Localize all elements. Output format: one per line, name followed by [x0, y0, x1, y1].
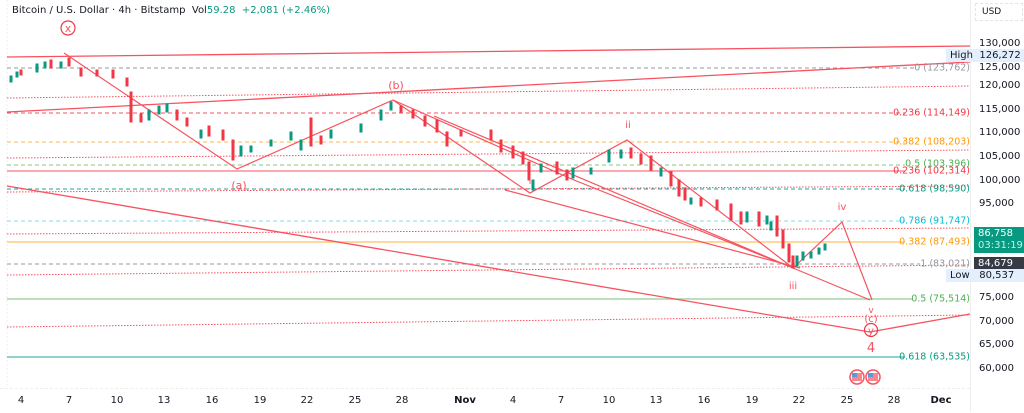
x-tick: 16 [205, 395, 219, 406]
fib-label: 0.382 (87,493) [899, 236, 970, 248]
wave-label-c: (c) [864, 314, 877, 325]
y-tick: 105,000 [979, 151, 1021, 162]
candles [9, 57, 827, 269]
volume-value: 59.28 [206, 5, 236, 16]
wave-label-b: (b) [388, 79, 404, 92]
x-tick: 13 [157, 395, 171, 406]
currency-selector[interactable]: USD [975, 3, 1023, 21]
x-tick-month: Nov [454, 395, 476, 406]
high-price-tag: High 126,272 [946, 49, 1024, 62]
high-value: 126,272 [979, 50, 1021, 61]
wave-label-x: x [65, 22, 72, 35]
trendlines [6, 45, 970, 333]
x-tick: 7 [65, 395, 73, 406]
wave-label-i: i [529, 176, 532, 187]
x-tick: 7 [557, 395, 565, 406]
us-flag-icon[interactable] [849, 369, 865, 385]
low-value: 80,537 [979, 270, 1015, 281]
x-tick: 25 [840, 395, 854, 406]
fib-label: 0.618 (63,535) [899, 351, 970, 363]
x-tick: 4 [509, 395, 517, 406]
price-axis[interactable]: USD 130,000 125,000 120,000 115,000 110,… [970, 0, 1024, 412]
wave-x-circle [60, 20, 76, 36]
x-tick: 28 [395, 395, 409, 406]
high-label: High [950, 50, 973, 61]
y-tick: 110,000 [979, 127, 1021, 138]
y-tick: 95,000 [979, 198, 1014, 209]
symbol-title[interactable]: Bitcoin / U.S. Dollar · 4h · Bitstamp [12, 5, 186, 16]
x-tick: 10 [602, 395, 616, 406]
x-tick: 25 [348, 395, 362, 406]
y-tick: 125,000 [979, 62, 1021, 73]
x-tick: 22 [300, 395, 314, 406]
chart-plot-area[interactable]: x (a) (b) i ii iii iv v (c) y 4 [0, 0, 970, 388]
y-tick: 120,000 [979, 80, 1021, 91]
x-tick: 16 [697, 395, 711, 406]
fib-levels [6, 67, 970, 358]
y-tick: 75,000 [979, 292, 1014, 303]
bar-countdown: 03:31:19 [978, 240, 1023, 251]
low-label: Low [950, 270, 970, 281]
fib-label: 0 (123,762) [914, 62, 970, 74]
fib-label: 0.5 (75,514) [911, 293, 970, 305]
price-change: +2,081 (+2.46%) [241, 5, 330, 16]
wave-label-4: 4 [867, 341, 875, 356]
fib-label: 0.786 (91,747) [899, 215, 970, 227]
prev-close-tag: 84,679 [974, 257, 1024, 270]
x-tick: 19 [745, 395, 759, 406]
y-tick: 115,000 [979, 104, 1021, 115]
fib-label: 0.236 (114,149) [893, 107, 970, 119]
y-tick: 130,000 [979, 38, 1021, 49]
x-tick: 4 [17, 395, 25, 406]
y-tick: 70,000 [979, 316, 1014, 327]
wave-label-v: v [868, 306, 874, 316]
y-tick: 100,000 [979, 175, 1021, 186]
us-flag-event-icons [849, 369, 881, 385]
y-tick: 65,000 [979, 339, 1014, 350]
fib-label: 0.618 (98,590) [899, 183, 970, 195]
time-axis[interactable]: 4 7 10 13 16 19 22 25 28 Nov 4 7 10 13 1… [0, 388, 970, 413]
x-tick: 19 [253, 395, 267, 406]
current-price-tag: 86,758 03:31:19 [974, 227, 1024, 253]
fib-label: 0.382 (108,203) [893, 136, 970, 148]
wave-label-a: (a) [231, 179, 246, 192]
wave-label-y: y [868, 326, 874, 337]
x-tick: 28 [887, 395, 901, 406]
chart-header: Bitcoin / U.S. Dollar · 4h · Bitstamp Vo… [12, 5, 330, 16]
y-tick: 60,000 [979, 363, 1014, 374]
fib-label: 0.236 (102,314) [893, 165, 970, 177]
x-tick: 22 [792, 395, 806, 406]
us-flag-icon[interactable] [865, 369, 881, 385]
x-tick: 13 [649, 395, 663, 406]
wave-label-ii: ii [625, 120, 631, 131]
volume-label: Vol [191, 5, 207, 16]
wave-label-iii: iii [789, 281, 797, 292]
fib-label: 1 (83,021) [920, 258, 970, 270]
wave-labels: x (a) (b) i ii iii iv v (c) y 4 [60, 20, 879, 356]
low-price-tag: Low 80,537 [946, 269, 1024, 282]
wave-path [63, 52, 873, 301]
wave-label-iv: iv [838, 202, 847, 213]
x-tick: 10 [110, 395, 124, 406]
fib-label: 0.5 (103,396) [905, 158, 970, 170]
x-tick-month: Dec [930, 395, 952, 406]
current-price: 86,758 [978, 228, 1013, 239]
